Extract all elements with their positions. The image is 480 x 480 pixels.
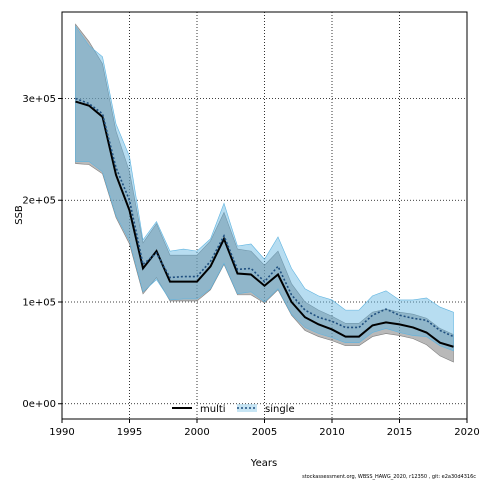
- legend-multi-label: multi: [200, 404, 226, 415]
- footnote: stockassessment.org, WBSS_HAWG_2020, r12…: [302, 474, 476, 480]
- grid-lines: [62, 12, 467, 419]
- x-tick-label-2000: 2000: [184, 427, 209, 438]
- confidence-bands: [75, 23, 454, 363]
- x-tick-label-2015: 2015: [387, 427, 412, 438]
- y-tick-label-0: 0e+00: [22, 399, 56, 410]
- x-tick-label-1990: 1990: [49, 427, 74, 438]
- y-tick-label-100000: 1e+05: [22, 297, 56, 308]
- legend-single-label: single: [265, 404, 295, 415]
- x-tick-label-2020: 2020: [454, 427, 479, 438]
- line-multi: [75, 100, 454, 348]
- x-axis-ticks: 1990 1995 2000 2005 2010 2015 2020: [49, 419, 480, 438]
- y-tick-label-300000: 3e+05: [22, 94, 56, 105]
- x-tick-label-2005: 2005: [252, 427, 277, 438]
- x-tick-label-2010: 2010: [319, 427, 344, 438]
- band-single: [75, 25, 454, 352]
- x-tick-label-1995: 1995: [117, 427, 142, 438]
- y-axis-ticks: 0e+00 1e+05 2e+05 3e+05: [22, 94, 62, 410]
- x-axis-title: Years: [250, 458, 277, 469]
- series-lines: [75, 97, 454, 348]
- y-axis-title: SSB: [14, 205, 25, 225]
- y-tick-label-200000: 2e+05: [22, 196, 56, 207]
- legend: multi single: [172, 404, 295, 415]
- line-single: [75, 97, 454, 338]
